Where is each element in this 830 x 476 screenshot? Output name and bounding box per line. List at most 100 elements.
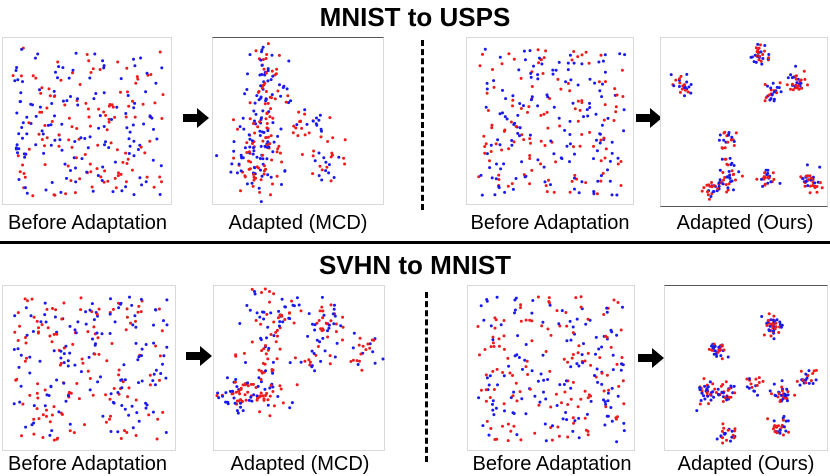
target-point: [138, 176, 142, 180]
target-point: [76, 320, 80, 324]
target-point: [532, 64, 535, 68]
target-point: [546, 95, 550, 99]
source-point: [720, 146, 724, 150]
target-point: [62, 352, 66, 356]
source-point: [67, 138, 71, 142]
target-point: [271, 74, 275, 78]
target-point: [52, 89, 56, 93]
target-point: [315, 123, 319, 127]
source-point: [721, 436, 724, 440]
target-point: [65, 176, 68, 180]
source-point: [799, 78, 803, 82]
target-point: [582, 115, 585, 119]
source-point: [815, 190, 819, 194]
source-point: [723, 396, 727, 400]
target-point: [45, 393, 49, 397]
source-point: [28, 393, 32, 397]
source-point: [87, 115, 91, 119]
source-point: [733, 391, 737, 395]
target-point: [20, 126, 24, 129]
target-point: [571, 429, 575, 433]
target-point: [536, 77, 540, 81]
source-point: [50, 120, 54, 123]
source-point: [27, 147, 31, 151]
target-point: [709, 398, 713, 402]
source-point: [35, 407, 39, 411]
source-point: [249, 382, 253, 386]
source-point: [275, 174, 279, 178]
target-point: [17, 132, 21, 136]
target-point: [524, 412, 528, 416]
target-point: [689, 91, 693, 95]
source-point: [727, 395, 731, 399]
target-point: [564, 411, 568, 414]
source-point: [265, 53, 269, 56]
source-point: [763, 99, 767, 103]
target-point: [685, 72, 689, 76]
source-point: [757, 58, 761, 62]
target-point: [102, 64, 106, 68]
target-point: [584, 322, 588, 326]
source-point: [232, 156, 236, 160]
target-point: [763, 44, 767, 47]
target-point: [102, 91, 106, 95]
source-point: [598, 356, 602, 360]
source-point: [110, 103, 114, 107]
target-point: [503, 409, 506, 413]
target-point: [806, 184, 810, 188]
source-point: [57, 144, 61, 148]
target-point: [753, 389, 756, 393]
target-point: [128, 144, 132, 148]
target-point: [582, 342, 585, 346]
source-point: [526, 110, 529, 114]
source-point: [519, 438, 523, 442]
target-point: [333, 355, 337, 359]
source-point: [358, 359, 361, 363]
target-point: [232, 396, 236, 400]
target-point: [140, 347, 144, 351]
source-point: [112, 387, 116, 390]
source-point: [80, 357, 84, 361]
target-point: [63, 162, 67, 166]
source-point: [341, 315, 345, 319]
target-point: [267, 346, 271, 350]
source-point: [484, 399, 488, 403]
target-point: [68, 324, 72, 328]
target-point: [252, 146, 255, 150]
target-point: [320, 178, 324, 182]
target-point: [271, 371, 275, 375]
target-point: [599, 174, 603, 178]
target-point: [609, 406, 613, 409]
source-point: [263, 81, 267, 85]
source-point: [605, 336, 609, 339]
target-point: [516, 131, 520, 135]
target-point: [15, 143, 19, 147]
source-point: [264, 394, 267, 397]
target-point: [698, 388, 702, 392]
source-point: [63, 103, 67, 107]
target-point: [312, 352, 316, 355]
target-point: [768, 98, 772, 102]
target-point: [123, 378, 127, 382]
target-point: [132, 106, 136, 110]
target-point: [588, 106, 592, 109]
target-point: [18, 400, 22, 404]
target-point: [258, 73, 262, 77]
source-point: [583, 359, 587, 363]
target-point: [258, 134, 262, 137]
source-point: [491, 369, 495, 373]
target-point: [116, 391, 120, 394]
target-point: [610, 140, 614, 144]
source-point: [781, 418, 785, 422]
target-point: [598, 141, 602, 145]
source-point: [801, 378, 805, 382]
source-point: [269, 107, 273, 111]
target-point: [28, 355, 32, 359]
source-point: [580, 133, 584, 136]
source-point: [547, 296, 551, 300]
source-point: [758, 54, 761, 58]
target-point: [722, 138, 726, 142]
target-point: [491, 408, 495, 412]
target-point: [732, 140, 736, 143]
source-point: [269, 134, 273, 138]
